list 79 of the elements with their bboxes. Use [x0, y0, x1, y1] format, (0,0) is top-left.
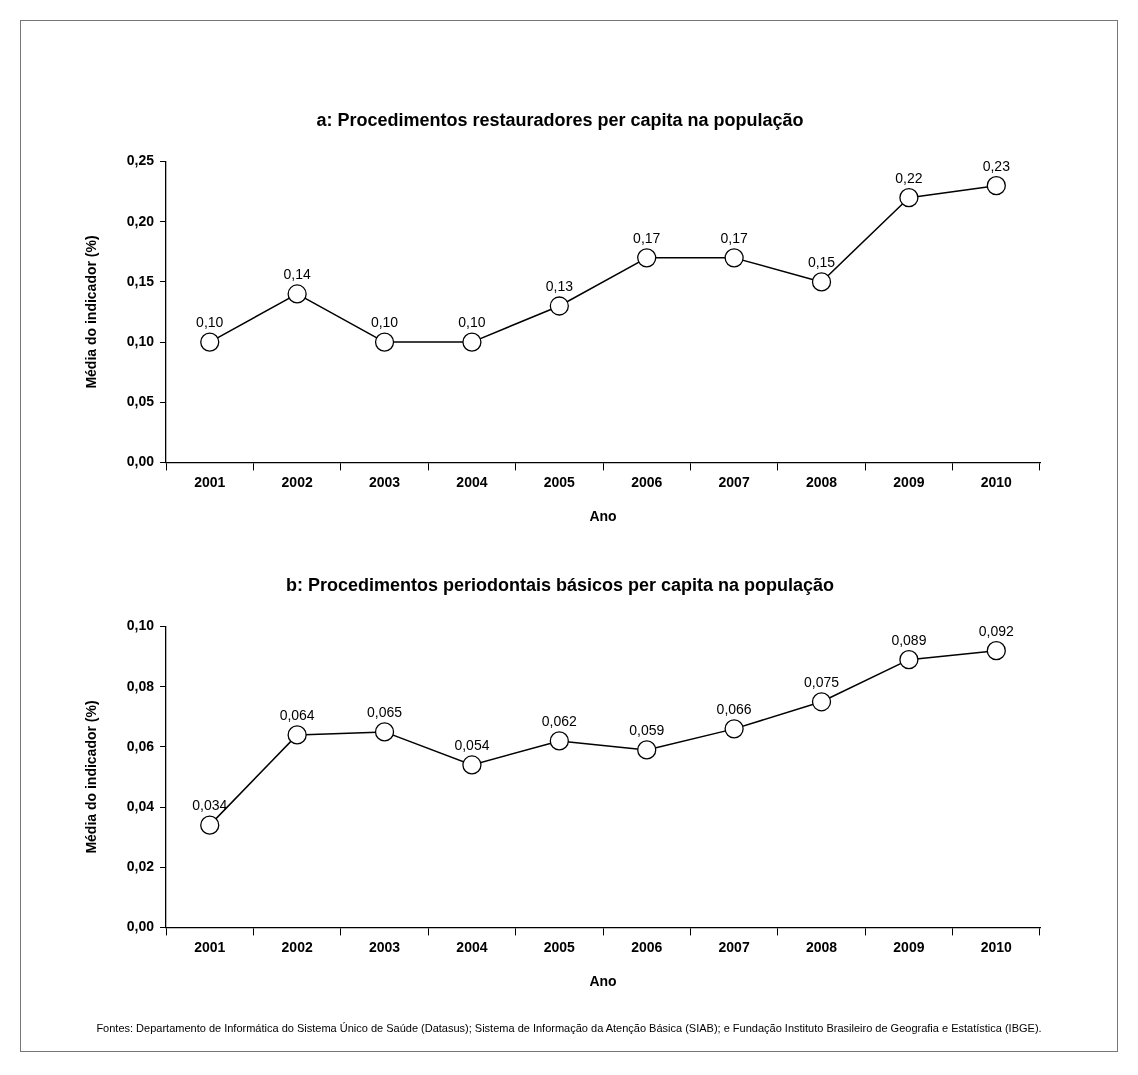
x-tick-label: 2005: [543, 938, 576, 955]
point: [462, 332, 482, 352]
x-tick-label: 2004: [456, 473, 488, 490]
chart-title: a: Procedimentos restauradores per capita na população: [316, 109, 804, 130]
data-label: 0,066: [716, 700, 752, 717]
y-tick-label: 0,02: [126, 858, 155, 875]
text: Fontes: Departamento de Informática do Sistema Único de Saúde (Datasus); Sistema de Informação da Atenção Básica (SIAB); e Fundação Instituto Brasileiro de Geografia e Estatística (IBGE).: [95, 1022, 1043, 1034]
data-label: 0,10: [196, 313, 224, 330]
point: [637, 740, 657, 760]
point: [549, 296, 569, 316]
y-tick-label: 0,04: [126, 797, 155, 814]
y-tick-label: 0,20: [126, 212, 155, 229]
x-tick-label: 2006: [631, 938, 663, 955]
x-tick-label: 2007: [718, 938, 750, 955]
data-label: 0,062: [541, 712, 578, 729]
y-tick-label: 0,05: [126, 393, 155, 410]
data-label: 0,13: [545, 277, 574, 294]
x-tick-label: 2004: [456, 938, 488, 955]
x-tick-label: 2002: [281, 473, 313, 490]
data-label: 0,15: [807, 253, 836, 270]
x-tick-label: 2003: [368, 938, 401, 955]
point: [374, 722, 395, 742]
x-tick-label: 2008: [805, 938, 838, 955]
data-label: 0,10: [370, 313, 399, 330]
point: [811, 692, 832, 712]
point: [287, 284, 307, 304]
x-axis-title: Ano: [589, 508, 617, 525]
data-label: 0,054: [454, 736, 490, 753]
point: [986, 176, 1006, 196]
data-label: 0,075: [803, 673, 840, 690]
point: [637, 248, 657, 268]
x-tick-label: 2009: [893, 938, 925, 955]
point: [287, 725, 307, 745]
data-label: 0,22: [895, 169, 923, 186]
y-tick-label: 0,00: [126, 453, 155, 470]
y-tick-label: 0,08: [126, 677, 155, 694]
data-label: 0,23: [982, 157, 1011, 174]
data-label: 0,034: [192, 796, 228, 813]
x-tick-label: 2001: [194, 473, 226, 490]
x-tick-label: 2007: [718, 473, 750, 490]
x-tick-label: 2006: [631, 473, 663, 490]
data-label: 0,059: [629, 721, 665, 738]
x-tick-label: 2010: [980, 473, 1013, 490]
point: [899, 650, 919, 670]
y-axis-title: Média do indicador (%): [83, 235, 100, 389]
x-tick-label: 2009: [893, 473, 925, 490]
y-axis-title: Média do indicador (%): [83, 700, 100, 854]
y-tick-label: 0,00: [126, 918, 155, 935]
point: [724, 248, 744, 268]
x-tick-label: 2008: [805, 473, 838, 490]
data-label: 0,064: [279, 706, 315, 723]
y-tick-label: 0,10: [126, 617, 155, 634]
point: [986, 641, 1006, 661]
x-tick-label: 2005: [543, 473, 576, 490]
point: [899, 188, 919, 208]
point: [549, 731, 569, 751]
x-tick-label: 2010: [980, 938, 1013, 955]
data-label: 0,17: [633, 229, 661, 246]
data-label: 0,065: [367, 703, 403, 720]
point: [724, 719, 744, 739]
data-label: 0,10: [458, 313, 486, 330]
point: [200, 815, 220, 835]
data-label: 0,092: [978, 622, 1015, 639]
x-tick-label: 2002: [281, 938, 313, 955]
point: [200, 332, 220, 352]
chart-title: b: Procedimentos periodontais básicos per capita na população: [285, 574, 835, 595]
data-label: 0,17: [720, 229, 748, 246]
x-tick-label: 2003: [368, 473, 401, 490]
y-tick-label: 0,15: [126, 272, 155, 289]
data-label: 0,089: [891, 631, 927, 648]
point: [811, 272, 832, 292]
y-tick-label: 0,10: [126, 332, 155, 349]
x-axis-title: Ano: [589, 973, 617, 990]
y-tick-label: 0,06: [126, 737, 155, 754]
x-tick-label: 2001: [194, 938, 226, 955]
point: [462, 755, 482, 775]
data-label: 0,14: [283, 265, 311, 282]
y-tick-label: 0,25: [126, 152, 155, 169]
point: [374, 332, 395, 352]
